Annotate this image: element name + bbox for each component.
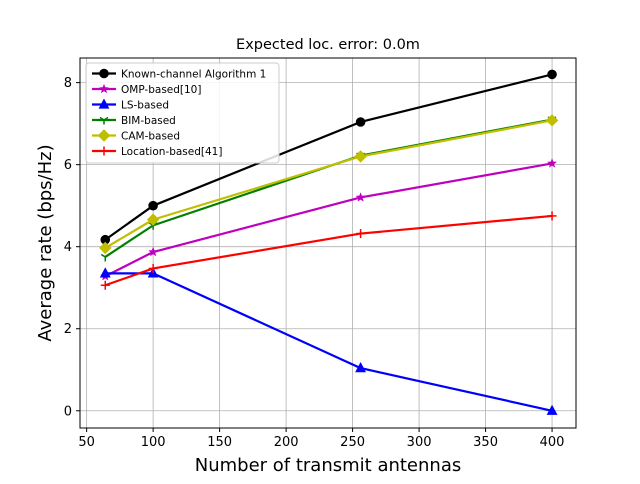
- y-tick-label: 0: [64, 404, 72, 419]
- data-point: [354, 150, 367, 163]
- legend: Known-channel Algorithm 1 OMP-based[10] LS…: [85, 62, 280, 164]
- data-point: [547, 211, 557, 221]
- legend-marker: [98, 98, 110, 109]
- x-tick-label: 150: [207, 435, 232, 450]
- y-tick-label: 8: [64, 76, 72, 91]
- legend-label: Known-channel Algorithm 1: [121, 68, 266, 80]
- series-0: [100, 69, 557, 245]
- legend-marker: [99, 68, 109, 79]
- x-tick-label: 200: [274, 435, 299, 450]
- series-line: [105, 272, 553, 412]
- data-point: [356, 229, 366, 239]
- series-line: [104, 119, 553, 249]
- data-point: [148, 200, 158, 211]
- chart-title: Expected loc. error: 0.0m: [236, 37, 420, 53]
- data-point: [148, 263, 158, 273]
- plot-frame: [79, 57, 577, 429]
- legend-item: Known-channel Algorithm 1: [92, 68, 266, 80]
- y-tick-label: 4: [64, 240, 72, 255]
- data-point: [146, 213, 160, 226]
- series-line: [104, 214, 553, 287]
- series-5: [100, 211, 557, 290]
- x-tick-label: 350: [473, 435, 498, 450]
- series-line: [104, 162, 553, 278]
- data-point: [355, 362, 367, 373]
- legend-label: OMP-based[10]: [121, 84, 201, 96]
- legend-label: BIM-based: [121, 115, 176, 127]
- legend-marker: [98, 83, 110, 94]
- series-lines: [99, 69, 559, 415]
- x-tick-label: 400: [540, 435, 565, 450]
- data-point: [546, 158, 558, 168]
- series-2: [99, 267, 558, 415]
- x-tick-label: 100: [141, 435, 166, 450]
- series-4: [99, 114, 559, 255]
- legend-marker: [99, 146, 109, 156]
- legend-marker: [97, 129, 111, 142]
- legend-label: CAM-based: [121, 130, 180, 142]
- data-point: [100, 280, 110, 290]
- x-tick-label: 250: [340, 435, 365, 450]
- legend-box: [85, 62, 280, 164]
- series-line: [104, 73, 553, 241]
- data-point: [100, 253, 110, 262]
- data-point: [355, 192, 366, 202]
- legend-item: CAM-based: [92, 129, 180, 142]
- data-point: [545, 114, 559, 127]
- data-point: [99, 267, 111, 278]
- x-axis-label: Number of transmit antennas: [195, 455, 461, 476]
- legend-label: Location-based[41]: [121, 146, 222, 158]
- y-tick-label: 6: [64, 158, 72, 173]
- legend-marker: [99, 116, 109, 125]
- data-point: [148, 246, 159, 257]
- axis-ticks: 50 100 150 200 250 300 350 400 0 2 4 6 8: [64, 76, 565, 450]
- legend-item: Location-based[41]: [92, 146, 222, 158]
- legend-item: BIM-based: [92, 115, 176, 127]
- data-point: [99, 241, 112, 255]
- legend-label: LS-based: [121, 99, 169, 111]
- y-tick-label: 2: [64, 322, 72, 337]
- legend-item: OMP-based[10]: [92, 83, 201, 96]
- legend-item: LS-based: [92, 98, 169, 111]
- x-tick-label: 50: [78, 435, 95, 450]
- data-point: [547, 69, 557, 80]
- data-point: [546, 404, 558, 415]
- data-point: [355, 117, 366, 127]
- x-tick-label: 300: [407, 435, 432, 450]
- y-axis-label: Average rate (bps/Hz): [35, 144, 56, 341]
